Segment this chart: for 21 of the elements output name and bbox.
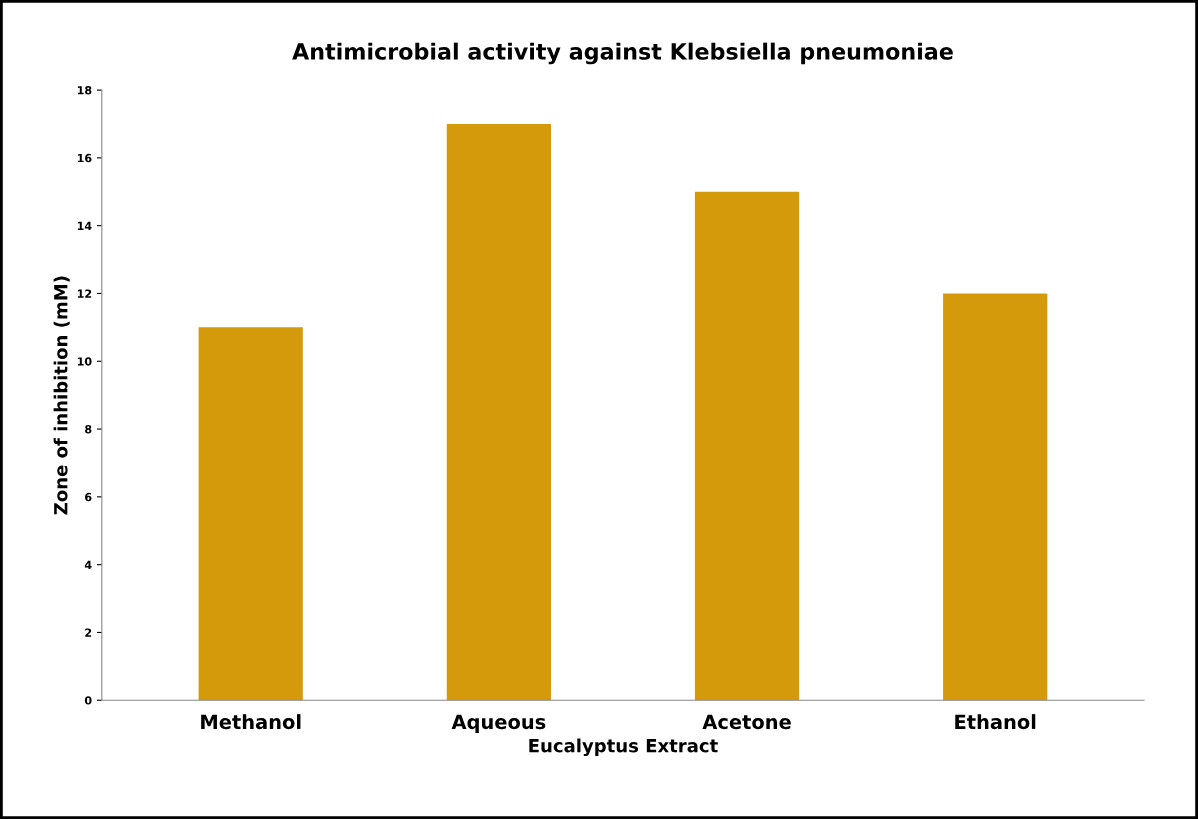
y-tick-label: 14	[77, 221, 92, 230]
y-tick-label: 16	[77, 153, 92, 163]
bar	[694, 191, 800, 701]
y-tick-label: 2	[85, 628, 92, 637]
y-tick-label: 10	[77, 357, 92, 366]
bar	[446, 123, 551, 701]
x-tick-label: Aqueous	[451, 714, 546, 733]
x-tick-label: Methanol	[201, 714, 301, 730]
x-tick-label: Ethanol	[955, 714, 1036, 730]
y-tick-label: 18	[77, 86, 92, 95]
y-tick-label: 6	[85, 492, 92, 502]
bar	[943, 293, 1048, 701]
y-tick-label: 4	[84, 560, 92, 569]
bar	[198, 327, 303, 701]
y-tick-label: 12	[77, 289, 92, 298]
x-axis-title: Eucalyptus Extract	[529, 738, 718, 757]
y-axis-title: Zone of inhibition (mM)	[53, 276, 70, 515]
chart-title: Antimicrobial activity against Klebsiella pneumoniae	[292, 42, 953, 65]
y-tick-label: 8	[85, 425, 92, 434]
x-tick-label: Acetone	[702, 714, 791, 730]
y-tick-label: 0	[84, 696, 92, 705]
